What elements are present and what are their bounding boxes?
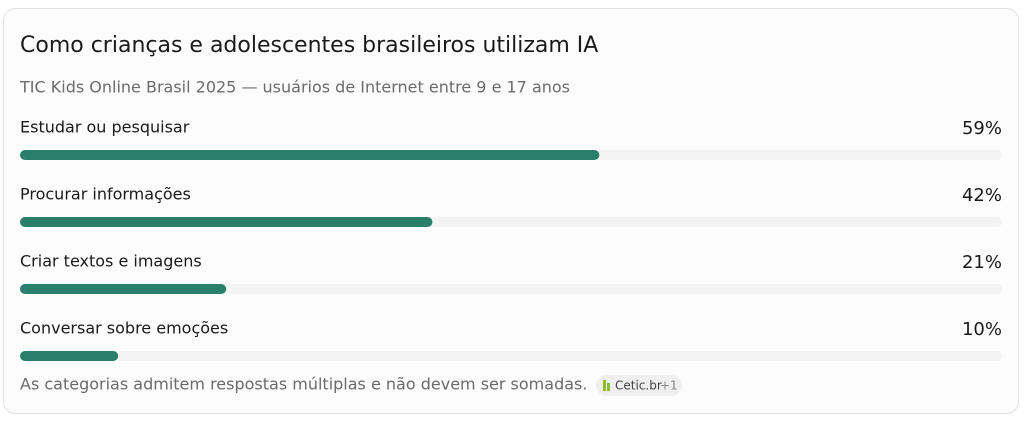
bar xyxy=(20,284,227,294)
category-label: Criar textos e imagens xyxy=(20,252,202,271)
chart-title: Como crianças e adolescentes brasileiros… xyxy=(20,33,598,58)
category-label: Procurar informações xyxy=(20,185,191,204)
source-name: Cetic.br xyxy=(615,379,662,393)
bar xyxy=(20,351,119,361)
source-badge[interactable]: Cetic.br +1 xyxy=(596,375,682,396)
value-label: 59% xyxy=(962,118,1002,139)
chart-subtitle: TIC Kids Online Brasil 2025 — usuários d… xyxy=(19,78,570,97)
bar xyxy=(20,217,433,227)
value-label: 42% xyxy=(962,185,1002,206)
value-label: 10% xyxy=(962,319,1002,340)
card-frame xyxy=(3,8,1019,414)
footnote: As categorias admitem respostas múltipla… xyxy=(20,375,587,394)
bar-track xyxy=(20,351,1002,361)
bar xyxy=(20,150,600,160)
source-icon xyxy=(603,380,610,391)
bar-track xyxy=(20,284,1002,294)
category-label: Conversar sobre emoções xyxy=(20,319,228,338)
source-extra: +1 xyxy=(660,379,678,393)
badge-background xyxy=(596,375,682,396)
category-label: Estudar ou pesquisar xyxy=(20,118,190,137)
value-label: 21% xyxy=(962,252,1002,273)
